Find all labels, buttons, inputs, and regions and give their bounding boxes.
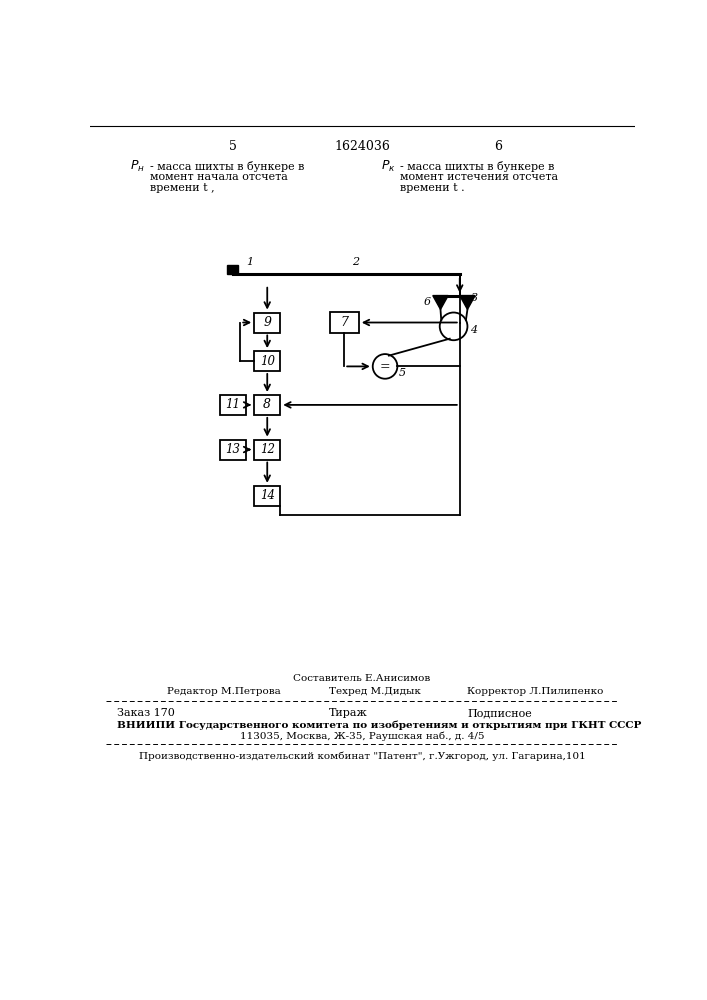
Text: 11: 11 [225,398,240,411]
FancyBboxPatch shape [219,395,246,415]
Text: 7: 7 [340,316,349,329]
Text: Редактор М.Петрова: Редактор М.Петрова [167,687,281,696]
Text: =: = [380,360,390,373]
Text: Подписное: Подписное [467,708,532,718]
Text: 113035, Москва, Ж-35, Раушская наб., д. 4/5: 113035, Москва, Ж-35, Раушская наб., д. … [240,731,484,741]
Text: момент истечения отсчета: момент истечения отсчета [400,172,559,182]
Text: Тираж: Тираж [329,708,368,718]
Text: 13: 13 [225,443,240,456]
Text: 4: 4 [469,325,477,335]
Text: 8: 8 [263,398,271,411]
Polygon shape [433,296,448,309]
Text: 14: 14 [259,489,275,502]
Text: $P_н$: $P_н$ [130,159,145,174]
Text: времени t ,: времени t , [150,183,215,193]
Text: 10: 10 [259,355,275,368]
FancyBboxPatch shape [254,312,281,333]
Text: Корректор Л.Пилипенко: Корректор Л.Пилипенко [467,687,604,696]
Text: 2: 2 [352,257,359,267]
Text: - масса шихты в бункере в: - масса шихты в бункере в [400,161,555,172]
Text: ВНИИПИ Государственного комитета по изобретениям и открытиям при ГКНТ СССР: ВНИИПИ Государственного комитета по изоб… [117,721,641,730]
Text: 3: 3 [471,293,478,303]
FancyBboxPatch shape [254,351,281,371]
Text: Производственно-издательский комбинат "Патент", г.Ужгород, ул. Гагарина,101: Производственно-издательский комбинат "П… [139,751,585,761]
Text: 6: 6 [494,140,502,153]
Text: Техред М.Дидык: Техред М.Дидык [329,687,421,696]
Text: 1624036: 1624036 [334,140,390,153]
Text: 9: 9 [263,316,271,329]
Text: Заказ 170: Заказ 170 [117,708,175,718]
Polygon shape [460,296,475,309]
Text: $P_к$: $P_к$ [381,159,396,174]
FancyBboxPatch shape [219,440,246,460]
FancyBboxPatch shape [329,312,359,333]
FancyBboxPatch shape [254,440,281,460]
Text: - масса шихты в бункере в: - масса шихты в бункере в [150,161,305,172]
Text: 5: 5 [399,368,406,378]
Text: 12: 12 [259,443,275,456]
Text: Составитель Е.Анисимов: Составитель Е.Анисимов [293,674,431,683]
Text: момент начала отсчета: момент начала отсчета [150,172,288,182]
FancyBboxPatch shape [254,486,281,506]
FancyBboxPatch shape [227,265,238,274]
Text: 5: 5 [228,140,237,153]
Text: времени t .: времени t . [400,183,465,193]
FancyBboxPatch shape [254,395,281,415]
Text: 1: 1 [247,257,254,267]
Text: 6: 6 [423,297,431,307]
